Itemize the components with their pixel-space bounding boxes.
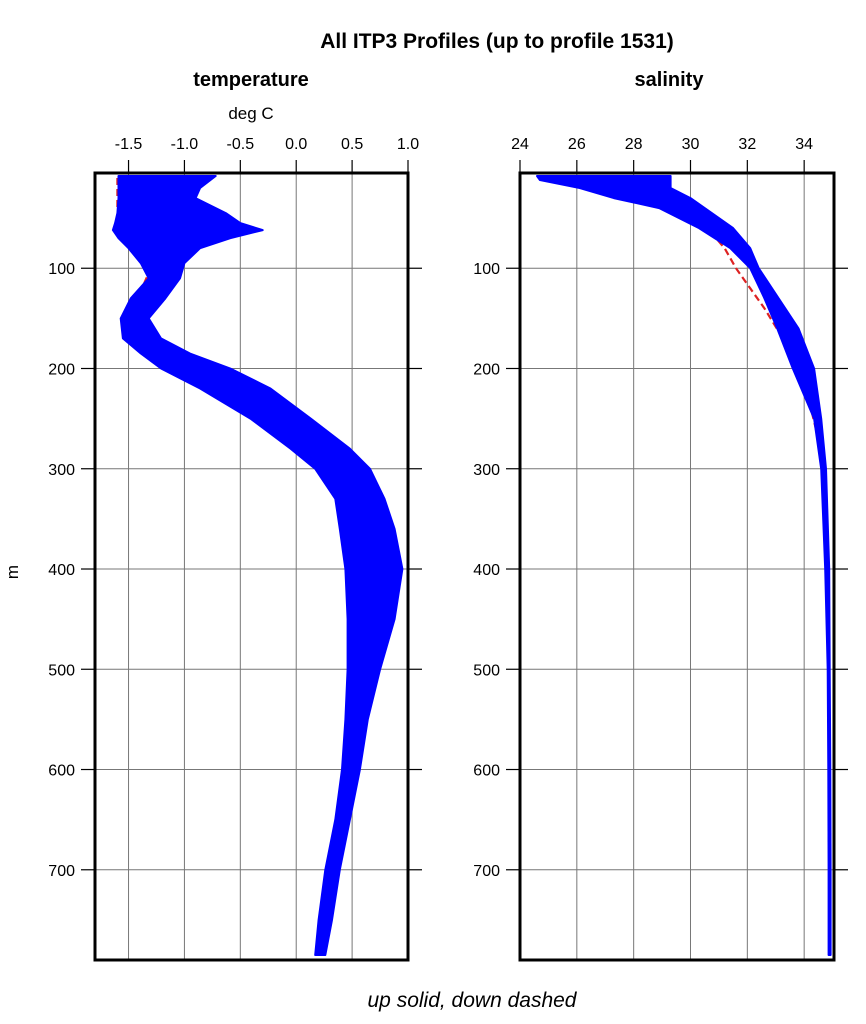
- y-tick-label: 300: [48, 462, 75, 479]
- plot-frame: [93, 171, 410, 962]
- y-tick-label: 300: [473, 462, 500, 479]
- x-tick-label: 0.5: [341, 136, 363, 153]
- y-tick-label: 700: [48, 863, 75, 880]
- plot-frame: [518, 171, 836, 962]
- y-tick-label: 600: [473, 763, 500, 780]
- legend-note: up solid, down dashed: [368, 989, 578, 1012]
- x-tick-label: 1.0: [397, 136, 419, 153]
- y-tick-label: 100: [473, 261, 500, 278]
- y-tick-label: 600: [48, 763, 75, 780]
- salinity-panel: 24 26 28 30 32 34 100 200 300 400 500 600 700: [473, 136, 848, 962]
- temperature-panel: -1.5 -1.0 -0.5 0.0 0.5 1.0 100 200 300 400 500 600 7…: [48, 136, 422, 962]
- y-axis-label: m: [3, 565, 22, 579]
- up-profiles-band: [111, 175, 404, 956]
- up-profiles-band: [536, 175, 832, 956]
- x-tick-label: 28: [625, 136, 643, 153]
- x-tick-label: 26: [568, 136, 586, 153]
- y-tick-label: 500: [473, 662, 500, 679]
- down-profile-dashed: [604, 177, 829, 620]
- x-tick-label: -1.0: [171, 136, 199, 153]
- x-tick-label: 30: [682, 136, 700, 153]
- x-tick-label: 34: [795, 136, 813, 153]
- y-tick-label: 400: [48, 562, 75, 579]
- salinity-panel-title: salinity: [635, 69, 705, 91]
- x-tick-label: -0.5: [227, 136, 255, 153]
- x-tick-label: -1.5: [115, 136, 143, 153]
- y-tick-label: 100: [48, 261, 75, 278]
- x-tick-label: 32: [738, 136, 756, 153]
- y-tick-label: 400: [473, 562, 500, 579]
- x-tick-label: 0.0: [285, 136, 307, 153]
- y-tick-label: 700: [473, 863, 500, 880]
- y-tick-label: 200: [473, 361, 500, 378]
- y-tick-label: 200: [48, 361, 75, 378]
- temperature-axis-label: deg C: [228, 104, 273, 123]
- chart-title: All ITP3 Profiles (up to profile 1531): [320, 30, 674, 53]
- temperature-panel-title: temperature: [193, 69, 309, 91]
- y-tick-label: 500: [48, 662, 75, 679]
- x-tick-label: 24: [511, 136, 529, 153]
